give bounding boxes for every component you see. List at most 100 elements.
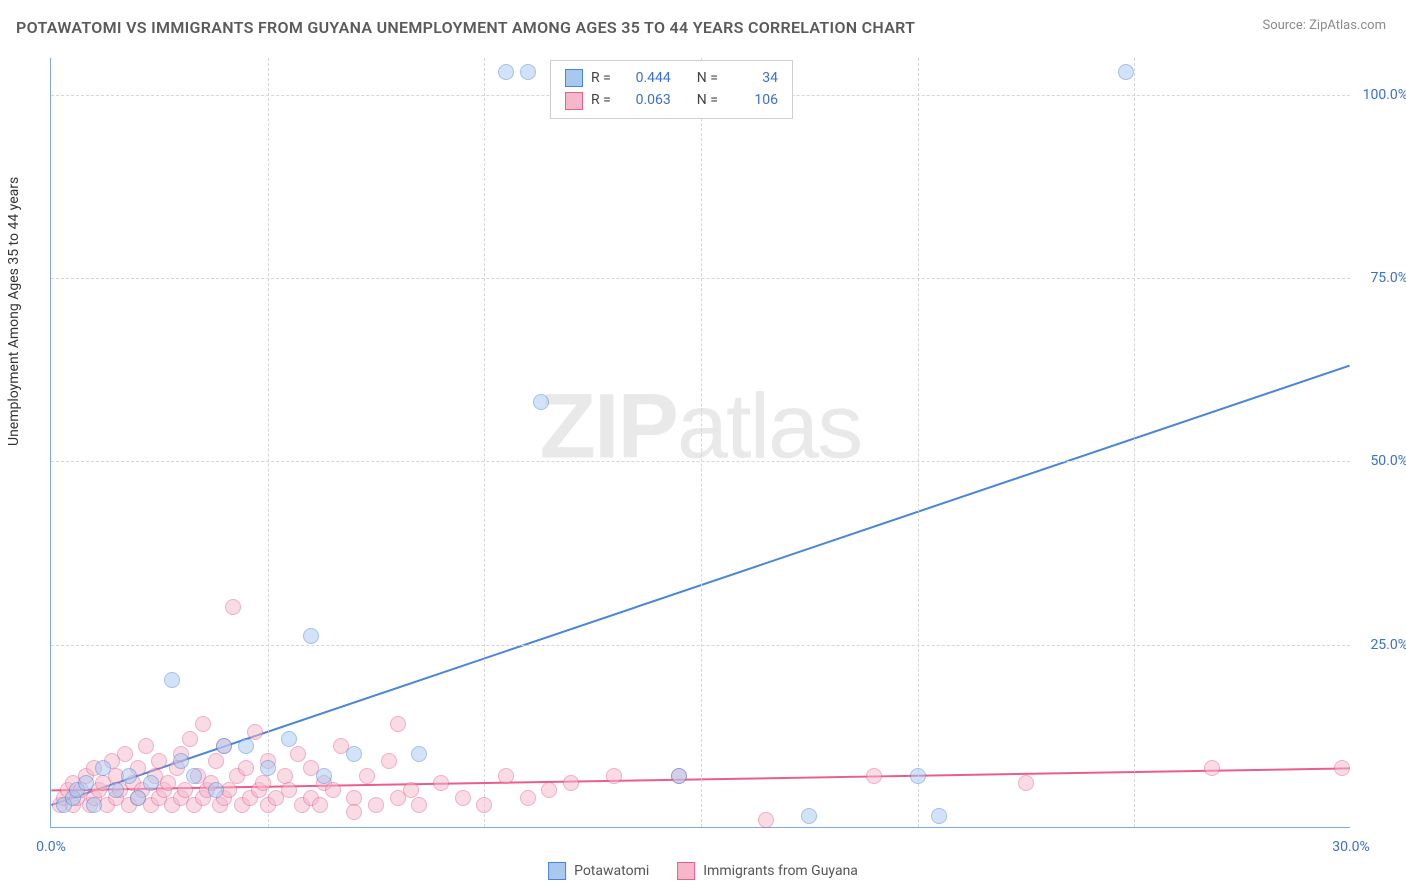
series-name: Immigrants from Guyana (703, 863, 858, 879)
data-point (541, 782, 557, 798)
legend-r-value: 0.063 (619, 89, 671, 111)
chart-container: POTAWATOMI VS IMMIGRANTS FROM GUYANA UNE… (0, 0, 1406, 892)
data-point (325, 782, 341, 798)
data-point (368, 797, 384, 813)
data-point (121, 768, 137, 784)
legend-r-label: R = (591, 67, 611, 89)
data-point (238, 760, 254, 776)
data-point (95, 760, 111, 776)
data-point (78, 775, 94, 791)
data-point (758, 812, 774, 828)
data-point (247, 724, 263, 740)
legend-n-value: 34 (726, 67, 778, 89)
data-point (346, 804, 362, 820)
data-point (801, 808, 817, 824)
data-point (346, 746, 362, 762)
data-point (290, 746, 306, 762)
legend-row: R = 0.063 N = 106 (565, 89, 778, 111)
plot-area: ZIPatlas 25.0%50.0%75.0%100.0%0.0%30.0% (50, 58, 1350, 828)
data-point (143, 775, 159, 791)
data-point (281, 731, 297, 747)
data-point (346, 790, 362, 806)
data-point (1204, 760, 1220, 776)
legend-swatch (565, 92, 583, 110)
x-gridline (918, 58, 919, 827)
data-point (671, 768, 687, 784)
series-legend-item: Immigrants from Guyana (677, 862, 858, 880)
legend-r-value: 0.444 (619, 67, 671, 89)
series-legend: Potawatomi Immigrants from Guyana (548, 862, 858, 880)
legend-n-label: N = (697, 67, 718, 89)
data-point (1018, 775, 1034, 791)
data-point (1334, 760, 1350, 776)
data-point (606, 768, 622, 784)
data-point (151, 753, 167, 769)
x-gridline (268, 58, 269, 827)
source-attribution: Source: ZipAtlas.com (1262, 18, 1386, 33)
data-point (866, 768, 882, 784)
legend-r-label: R = (591, 89, 611, 111)
data-point (108, 782, 124, 798)
legend-n-value: 106 (726, 89, 778, 111)
data-point (931, 808, 947, 824)
data-point (86, 797, 102, 813)
y-axis-label: Unemployment Among Ages 35 to 44 years (6, 177, 22, 446)
data-point (216, 738, 232, 754)
x-gridline (1134, 58, 1135, 827)
data-point (381, 753, 397, 769)
data-point (182, 731, 198, 747)
legend-swatch (548, 862, 566, 880)
data-point (563, 775, 579, 791)
y-tick-label: 25.0% (1370, 637, 1406, 653)
data-point (173, 753, 189, 769)
series-legend-item: Potawatomi (548, 862, 649, 880)
data-point (255, 775, 271, 791)
data-point (359, 768, 375, 784)
data-point (403, 782, 419, 798)
x-gridline (701, 58, 702, 827)
data-point (498, 64, 514, 80)
data-point (208, 753, 224, 769)
correlation-legend: R = 0.444 N = 34 R = 0.063 N = 106 (550, 60, 793, 119)
data-point (390, 716, 406, 732)
data-point (433, 775, 449, 791)
x-tick-label: 0.0% (36, 839, 66, 855)
data-point (312, 797, 328, 813)
data-point (455, 790, 471, 806)
data-point (1118, 64, 1134, 80)
data-point (225, 599, 241, 615)
data-point (281, 782, 297, 798)
data-point (195, 716, 211, 732)
x-gridline (484, 58, 485, 827)
legend-swatch (565, 69, 583, 87)
y-tick-label: 75.0% (1370, 270, 1406, 286)
data-point (411, 746, 427, 762)
data-point (476, 797, 492, 813)
data-point (520, 64, 536, 80)
data-point (208, 782, 224, 798)
y-tick-label: 100.0% (1363, 87, 1406, 103)
data-point (164, 672, 180, 688)
data-point (160, 775, 176, 791)
legend-n-label: N = (697, 89, 718, 111)
data-point (130, 790, 146, 806)
x-tick-label: 30.0% (1332, 839, 1370, 855)
data-point (533, 394, 549, 410)
data-point (238, 738, 254, 754)
y-tick-label: 50.0% (1370, 453, 1406, 469)
data-point (411, 797, 427, 813)
data-point (910, 768, 926, 784)
legend-swatch (677, 862, 695, 880)
data-point (303, 628, 319, 644)
data-point (260, 760, 276, 776)
chart-title: POTAWATOMI VS IMMIGRANTS FROM GUYANA UNE… (16, 18, 915, 37)
data-point (138, 738, 154, 754)
data-point (177, 782, 193, 798)
data-point (277, 768, 293, 784)
data-point (520, 790, 536, 806)
legend-row: R = 0.444 N = 34 (565, 67, 778, 89)
data-point (117, 746, 133, 762)
data-point (186, 768, 202, 784)
data-point (316, 768, 332, 784)
series-name: Potawatomi (574, 863, 649, 879)
